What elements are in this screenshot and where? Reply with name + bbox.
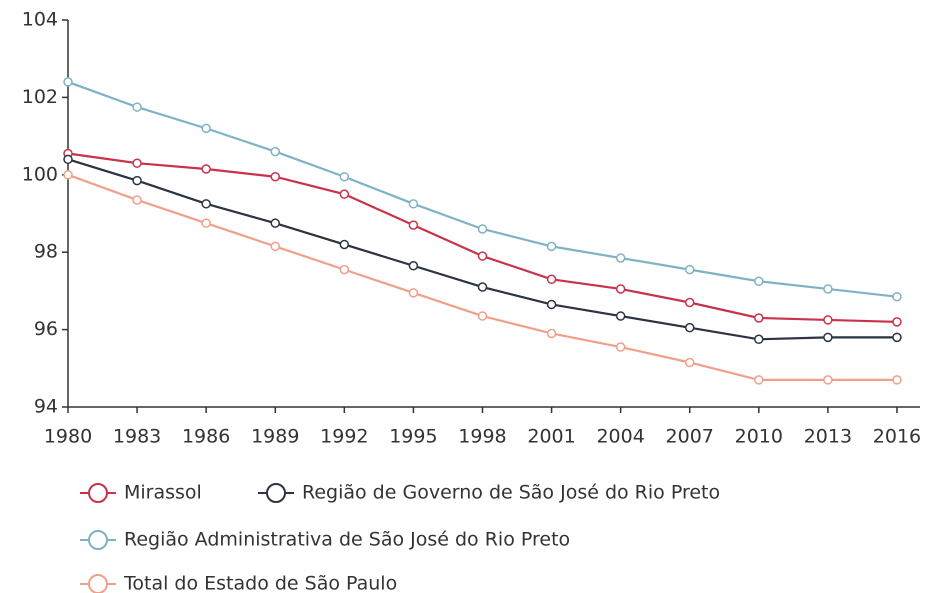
legend-label: Região de Governo de São José do Rio Pre…	[302, 482, 720, 504]
x-tick-label: 1986	[182, 426, 230, 448]
point	[477, 282, 488, 292]
point	[684, 297, 695, 308]
point	[892, 291, 902, 302]
point	[339, 239, 350, 250]
y-tick-label: 104	[22, 9, 58, 31]
point	[132, 175, 142, 186]
point	[546, 328, 557, 339]
point	[546, 299, 557, 310]
x-tick-label: 1989	[251, 426, 299, 448]
point	[546, 241, 557, 252]
point	[408, 288, 419, 298]
point	[339, 171, 350, 182]
point	[615, 342, 626, 352]
point	[270, 241, 280, 252]
point	[684, 264, 695, 275]
legend-label: Região Administrativa de São José do Rio…	[124, 529, 570, 551]
point	[270, 218, 280, 228]
y-tick-label: 96	[34, 318, 58, 340]
y-tick-label: 102	[22, 86, 58, 108]
x-tick-label: 1995	[389, 426, 437, 448]
point	[754, 313, 764, 323]
point	[201, 123, 211, 134]
point	[823, 284, 833, 294]
x-tick-label: 1983	[113, 426, 161, 448]
legend-marker	[88, 530, 108, 550]
point	[823, 332, 833, 343]
legend-label: Mirassol	[124, 482, 202, 504]
point	[892, 317, 902, 327]
x-tick-label: 1992	[320, 426, 368, 448]
x-tick-label: 1998	[458, 426, 506, 448]
point	[546, 274, 557, 285]
series-line	[67, 152, 898, 323]
point	[477, 251, 488, 261]
point	[754, 375, 764, 385]
x-tick-label: 2004	[596, 426, 644, 448]
point	[754, 276, 764, 286]
legend-marker	[88, 483, 108, 503]
point	[201, 218, 211, 228]
point	[615, 253, 626, 263]
point	[408, 220, 419, 230]
point	[63, 154, 73, 165]
x-tick-label: 2016	[873, 426, 921, 448]
point	[270, 171, 280, 182]
y-tick-label: 94	[34, 396, 58, 418]
x-tick-label: 2007	[666, 426, 714, 448]
legend-marker	[88, 574, 108, 593]
point	[892, 375, 902, 385]
point	[477, 311, 488, 321]
point	[63, 77, 73, 87]
point	[477, 224, 488, 234]
point	[408, 199, 419, 209]
series-line	[67, 80, 898, 298]
point	[132, 158, 142, 168]
point	[892, 332, 902, 343]
point	[684, 357, 695, 368]
point	[132, 102, 142, 112]
y-tick-label: 100	[22, 163, 58, 185]
point	[339, 189, 350, 199]
point	[270, 146, 280, 157]
point	[823, 375, 833, 385]
x-tick-label: 2010	[735, 426, 783, 448]
point	[615, 311, 626, 321]
x-tick-label: 2001	[527, 426, 575, 448]
point	[132, 195, 142, 205]
x-tick-label: 1980	[44, 426, 92, 448]
point	[63, 170, 73, 180]
y-tick-label: 98	[34, 241, 58, 263]
point	[754, 334, 764, 345]
point	[684, 322, 695, 333]
series-line	[67, 173, 897, 382]
point	[339, 264, 350, 275]
point	[408, 260, 419, 271]
point	[201, 199, 211, 209]
point	[615, 284, 626, 294]
point	[823, 315, 833, 325]
legend-marker	[266, 483, 286, 503]
legend-label: Total do Estado de São Paulo	[123, 573, 397, 593]
x-tick-label: 2013	[804, 426, 852, 448]
point	[201, 164, 211, 174]
